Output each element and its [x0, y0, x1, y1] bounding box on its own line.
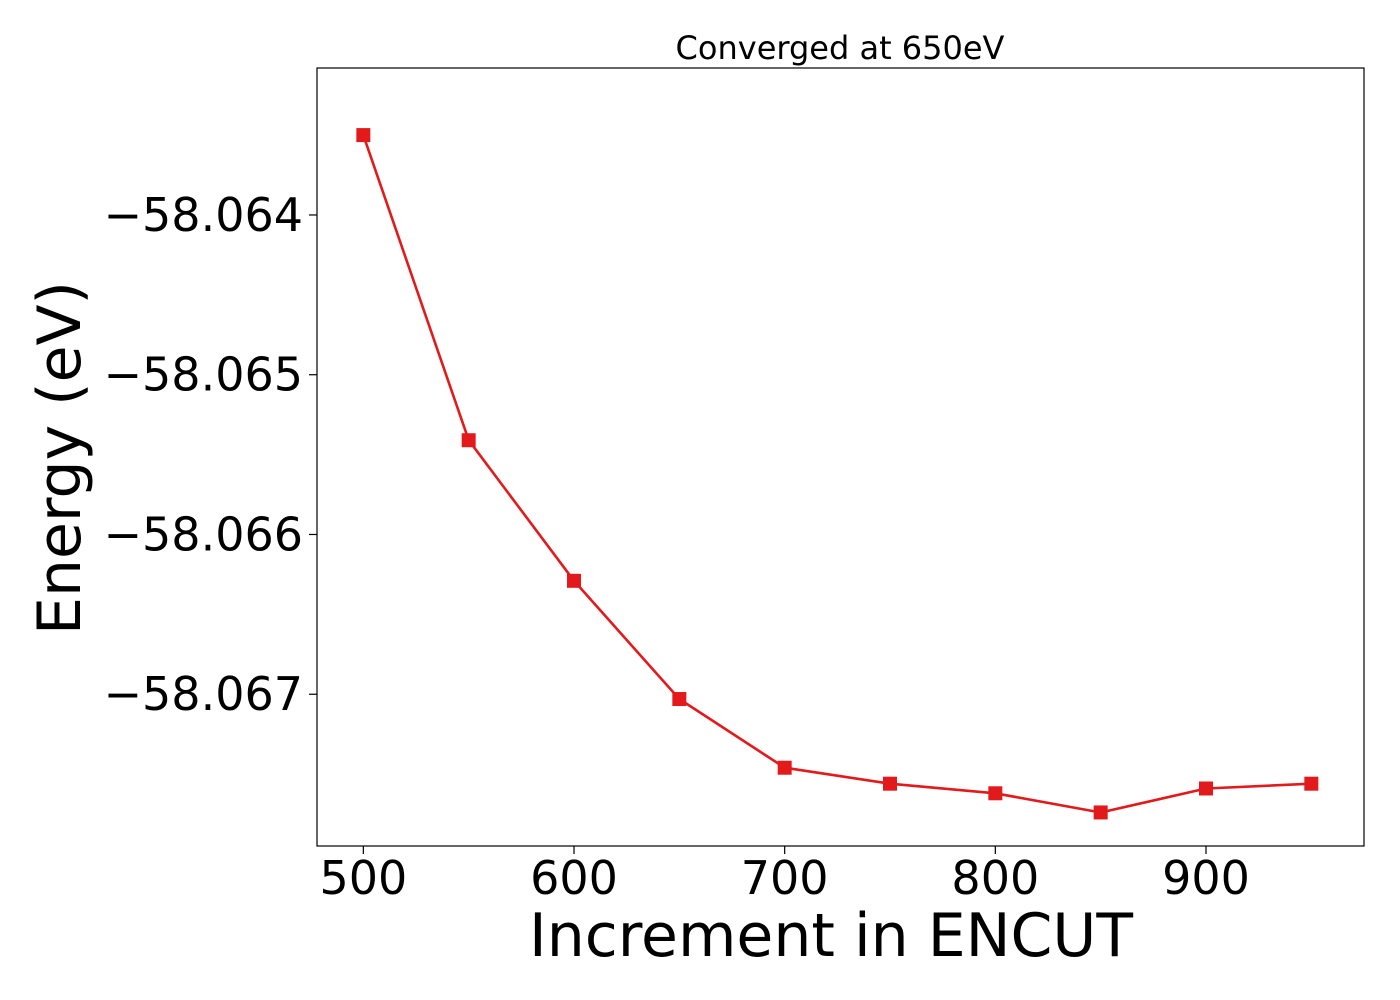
- data-point-marker: [1093, 805, 1108, 820]
- data-point-marker: [1199, 781, 1214, 796]
- x-tick-label: 600: [530, 851, 618, 905]
- y-tick-label: −58.066: [104, 507, 304, 561]
- x-tick-label: 800: [951, 851, 1039, 905]
- y-axis-label: Energy (eV): [25, 281, 95, 635]
- y-tick-label: −58.067: [104, 667, 304, 721]
- data-point-marker: [672, 692, 687, 707]
- x-axis-label: Increment in ENCUT: [529, 901, 1133, 971]
- series-line: [362, 134, 1312, 814]
- chart-title: Converged at 650eV: [676, 29, 1005, 67]
- data-point-marker: [461, 433, 476, 448]
- data-point-marker: [1304, 776, 1319, 791]
- data-point-marker: [988, 786, 1003, 801]
- y-tick-label: −58.064: [104, 188, 304, 242]
- x-tick-label: 500: [319, 851, 407, 905]
- data-point-marker: [567, 573, 582, 588]
- x-tick-label: 700: [741, 851, 829, 905]
- data-point-marker: [777, 760, 792, 775]
- plot-area: 500 600 700 800 900 −58.064 −58.065 −58.066 −58.…: [104, 67, 1365, 905]
- y-tick-label: −58.065: [104, 348, 304, 402]
- x-tick-label: 900: [1162, 851, 1250, 905]
- plot-frame: [316, 67, 1365, 847]
- data-point-marker: [883, 776, 898, 791]
- data-point-marker: [356, 128, 371, 143]
